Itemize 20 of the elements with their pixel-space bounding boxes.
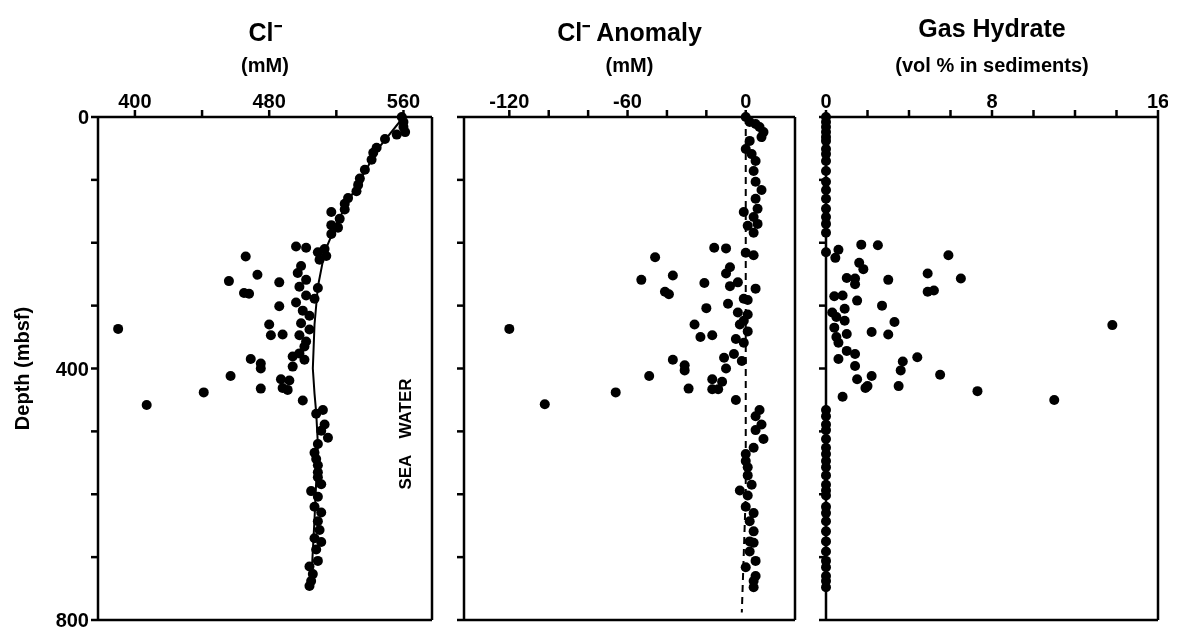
x-tick-label: 0 bbox=[820, 90, 832, 112]
x-axis-title: (mM) bbox=[240, 54, 290, 77]
y-tick-label: 800 bbox=[55, 609, 89, 631]
chart-title: Gas Hydrate bbox=[917, 14, 1067, 43]
x-tick-label: 480 bbox=[252, 90, 286, 112]
x-tick-label: -120 bbox=[489, 90, 530, 112]
y-tick-label: 0 bbox=[77, 106, 89, 129]
chart-title: Cl⁻ bbox=[247, 17, 283, 48]
x-axis-title: (mM) bbox=[604, 54, 655, 77]
y-tick-label: 400 bbox=[55, 357, 89, 380]
chart-title: Cl⁻ Anomaly bbox=[556, 17, 703, 48]
y-axis-title: Depth (mbsf) bbox=[11, 306, 34, 431]
x-axis-title: (vol % in sediments) bbox=[894, 54, 1090, 77]
x-tick-label: -60 bbox=[613, 90, 642, 112]
x-tick-label: 400 bbox=[118, 90, 152, 112]
x-tick-label: 16 bbox=[1146, 90, 1170, 112]
annotation: SEA WATER bbox=[396, 378, 416, 490]
x-tick-label: 0 bbox=[740, 90, 752, 112]
x-tick-label: 560 bbox=[386, 90, 421, 112]
x-tick-label: 8 bbox=[986, 90, 998, 112]
